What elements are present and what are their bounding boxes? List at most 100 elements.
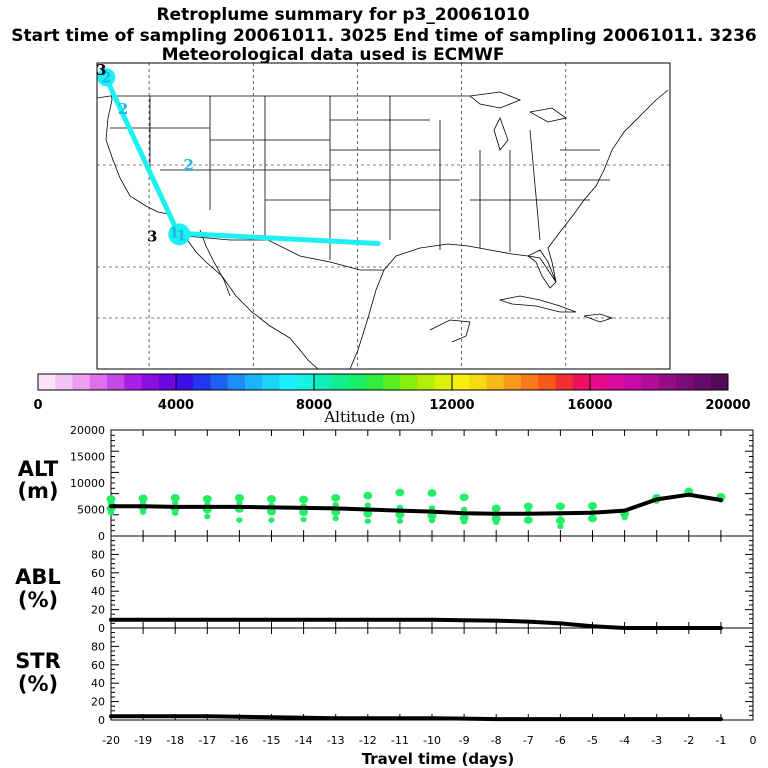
colorbar-cell <box>176 374 194 390</box>
x-tick-label: -8 <box>491 734 502 747</box>
alt-y-tick-label: 15000 <box>70 451 105 464</box>
alt-scatter-point <box>202 495 212 503</box>
colorbar-cell <box>72 374 91 390</box>
colorbar-cell <box>331 374 349 390</box>
alt-scatter-point <box>172 510 179 516</box>
coastline-cuba <box>498 295 577 313</box>
colorbar-cell <box>262 374 280 390</box>
colorbar-cell <box>538 374 556 390</box>
colorbar-cell <box>417 374 436 390</box>
str-y-tick-label: 60 <box>91 659 105 672</box>
alt-scatter-point <box>588 501 597 510</box>
alt-scatter-point <box>428 517 436 524</box>
abl-unit: (%) <box>18 588 58 612</box>
str-y-tick-label: 0 <box>98 714 105 727</box>
colorbar-cell <box>452 374 470 390</box>
colorbar-cell <box>434 374 453 390</box>
alt-scatter-point <box>106 495 116 503</box>
colorbar-cell <box>607 374 625 390</box>
alt-scatter-point <box>332 502 339 508</box>
title-line-2: Start time of sampling 20061011. 3025 En… <box>11 26 757 46</box>
altitude-colorbar: 0 4000 8000 12000 16000 20000 Altitude (m) <box>33 373 751 426</box>
alt-scatter-point <box>427 489 437 497</box>
colorbar-cell <box>279 374 298 390</box>
abl-frame <box>110 535 754 629</box>
colorbar-tick-label: 20000 <box>705 398 750 413</box>
colorbar-cell <box>659 374 677 390</box>
abl-y-tick-label: 40 <box>91 585 105 598</box>
alt-scatter-point <box>267 507 276 516</box>
abl-label: ABL <box>15 565 61 589</box>
alt-scatter-point <box>523 516 533 524</box>
alt-scatter-point <box>204 513 211 520</box>
alt-unit: (m) <box>17 479 58 503</box>
str-label: STR <box>15 649 61 673</box>
colorbar-cell <box>641 374 660 390</box>
str-y-tick-label: 40 <box>91 677 105 690</box>
alt-scatter-point <box>555 516 565 525</box>
colorbar-cell <box>383 374 401 390</box>
colorbar-cell <box>210 374 229 390</box>
alt-scatter-point <box>236 500 243 506</box>
colorbar-cell <box>38 374 56 390</box>
colorbar-frame <box>37 373 729 391</box>
x-axis-label: Travel time (days) <box>362 750 515 768</box>
colorbar-cell <box>124 374 142 390</box>
alt-y-tick-label: 10000 <box>70 477 105 490</box>
map-day-marker: 1 <box>169 223 179 241</box>
alt-scatter-point <box>234 494 244 502</box>
colorbar-cell <box>158 374 177 390</box>
x-tick-label: -20 <box>102 734 120 747</box>
alt-scatter-point <box>364 502 371 508</box>
abl-series-line <box>109 617 723 630</box>
alt-scatter-point <box>459 493 469 502</box>
alt-scatter-point <box>395 510 405 519</box>
map-day-marker: 2 <box>118 100 128 118</box>
colorbar-tick-label: 16000 <box>567 398 612 413</box>
str-unit: (%) <box>18 672 58 696</box>
colorbar-cell <box>710 374 729 390</box>
str-y-tick-label: 80 <box>91 640 105 653</box>
colorbar-cell <box>693 374 712 390</box>
coastline-hispaniola <box>583 313 614 323</box>
colorbar-cell <box>55 374 73 390</box>
colorbar-cell <box>193 374 211 390</box>
str-panel: STR (%) 0 20 40 60 80 <box>15 627 754 727</box>
x-tick-label: -4 <box>619 734 630 747</box>
colorbar-cell <box>314 374 332 390</box>
x-axis-ticks: -20 -19 -18 -17 -16 -15 -14 -13 -12 -11 -10 -9 -8 -7-… <box>102 734 756 747</box>
x-tick-label: -1 <box>715 734 726 747</box>
abl-y-tick-label: 80 <box>91 548 105 561</box>
alt-scatter-point <box>267 495 276 503</box>
alt-scatter-point <box>363 491 373 500</box>
alt-scatter-point <box>107 509 115 516</box>
alt-scatter-point <box>396 518 404 524</box>
colorbar-cell <box>469 374 487 390</box>
map-frame <box>96 62 671 370</box>
x-tick-label: -3 <box>651 734 662 747</box>
alt-scatter-point <box>236 517 243 523</box>
x-tick-label: -7 <box>523 734 534 747</box>
colorbar-cell <box>400 374 418 390</box>
colorbar-cell <box>89 374 108 390</box>
str-frame <box>110 627 754 721</box>
alt-scatter-point <box>299 508 309 516</box>
map-day-marker: 2 <box>183 156 193 174</box>
abl-panel: ABL (%) 0 20 40 60 80 <box>15 535 754 635</box>
x-tick-label: -11 <box>391 734 409 747</box>
colorbar-tick-label: 0 <box>33 398 42 413</box>
endpoint-blob <box>97 68 116 87</box>
colorbar-cell <box>572 374 591 390</box>
alt-scatter-point <box>332 515 339 522</box>
alt-scatter-point <box>493 519 500 525</box>
colorbar-cell <box>227 374 246 390</box>
alt-y-tick-label: 20000 <box>70 424 105 437</box>
colorbar-tick-label: 8000 <box>296 398 332 413</box>
colorbar-cell <box>107 374 125 390</box>
colorbar-cell <box>348 374 367 390</box>
str-series-line <box>109 714 723 722</box>
x-tick-label: -19 <box>134 734 152 747</box>
